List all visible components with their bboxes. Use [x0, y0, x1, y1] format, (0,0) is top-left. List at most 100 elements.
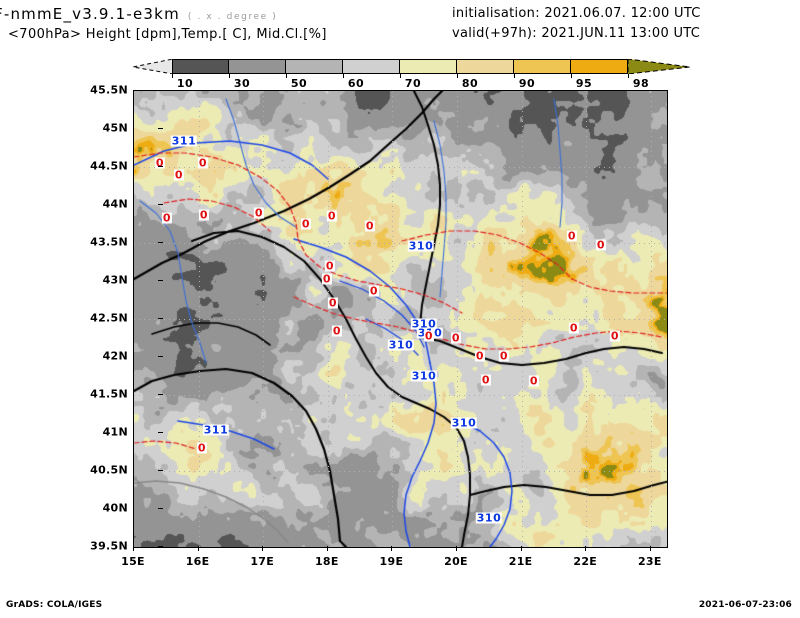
longitude-label: 23E [637, 555, 662, 568]
latitude-tick [158, 128, 163, 129]
latitude-label: 41N [102, 425, 128, 439]
colorbar-over-arrow [627, 58, 691, 75]
temperature-contour-label: 0 [368, 284, 380, 298]
height-contour-label: 310 [410, 369, 438, 383]
colorbar-band-2 [286, 59, 343, 74]
colorbar-band-4 [400, 59, 457, 74]
latitude-tick [158, 546, 163, 547]
temperature-contour-label: 0 [423, 329, 435, 343]
height-contour-label: 310 [450, 416, 478, 430]
contour-label-layer: 3110000000003100000000310310310000000310… [134, 91, 667, 547]
colorbar-tick-label: 10 [176, 77, 194, 90]
longitude-label: 16E [185, 555, 210, 568]
temperature-contour-label: 0 [480, 373, 492, 387]
temperature-contour-label: 0 [498, 349, 510, 363]
longitude-tick [520, 546, 522, 551]
longitude-label: 22E [573, 555, 598, 568]
colorbar-tick-label: 70 [404, 77, 422, 90]
field-description: <700hPa> Height [dpm],Temp.[ C], Mid.Cl.… [8, 27, 327, 42]
colorbar-tick [628, 74, 629, 78]
temperature-contour-label: 0 [364, 219, 376, 233]
temperature-contour-label: 0 [331, 324, 343, 338]
temperature-contour-label: 0 [300, 217, 312, 231]
temperature-contour-label: 0 [196, 441, 208, 455]
latitude-label: 44.5N [90, 159, 128, 173]
longitude-tick [262, 546, 264, 551]
colorbar-tick [400, 74, 401, 78]
colorbar-band-1 [229, 59, 286, 74]
header-left-block: F-nmmE_v3.9.1-e3km ( . x . degree ) <700h… [0, 4, 414, 42]
temperature-contour-label: 0 [450, 331, 462, 345]
latitude-label: 45N [102, 121, 128, 135]
temperature-contour-label: 0 [474, 349, 486, 363]
temperature-contour-label: 0 [327, 296, 339, 310]
initialisation-time: initialisation: 2021.06.07. 12:00 UTC [452, 6, 701, 21]
latitude-tick [158, 242, 163, 243]
colorbar-tick-label: 80 [461, 77, 479, 90]
latitude-label: 40N [102, 501, 128, 515]
longitude-label: 18E [314, 555, 339, 568]
temperature-contour-label: 0 [528, 374, 540, 388]
latitude-tick [158, 470, 163, 471]
latitude-label: 39.5N [90, 539, 128, 553]
colorbar-band-3 [343, 59, 400, 74]
latitude-label: 42N [102, 349, 128, 363]
longitude-tick [197, 546, 199, 551]
latitude-tick [158, 204, 163, 205]
longitude-tick [133, 546, 134, 551]
temperature-contour-label: 0 [198, 208, 210, 222]
latitude-tick [158, 356, 163, 357]
height-contour-label: 310 [387, 338, 415, 352]
longitude-tick [456, 546, 458, 551]
colorbar-band-0 [172, 59, 229, 74]
colorbar-band-6 [514, 59, 571, 74]
valid-time: valid(+97h): 2021.JUN.11 13:00 UTC [452, 26, 701, 41]
model-resolution: ( . x . degree ) [187, 12, 278, 22]
colorbar-under-arrow [132, 58, 174, 75]
colorbar-tick [229, 74, 230, 78]
colorbar: 10 30 50 60 70 80 90 95 98 [132, 57, 691, 90]
temperature-contour-label: 0 [173, 168, 185, 182]
latitude-tick [158, 318, 163, 319]
colorbar-tick [286, 74, 287, 78]
height-contour-label: 311 [202, 423, 230, 437]
colorbar-tick [457, 74, 458, 78]
colorbar-tick-label: 50 [290, 77, 308, 90]
model-title-row: F-nmmE_v3.9.1-e3km ( . x . degree ) [0, 4, 414, 23]
colorbar-tick-label: 60 [347, 77, 365, 90]
height-contour-label: 311 [170, 134, 198, 148]
colorbar-tick [172, 74, 173, 78]
map-plot-area[interactable]: 3110000000003100000000310310310000000310… [133, 90, 668, 548]
latitude-label: 43N [102, 273, 128, 287]
longitude-label: 19E [379, 555, 404, 568]
colorbar-bands [172, 59, 628, 74]
height-contour-label: 310 [407, 239, 435, 253]
latitude-tick [158, 166, 163, 167]
temperature-contour-label: 0 [324, 259, 336, 273]
temperature-contour-label: 0 [197, 156, 209, 170]
temperature-contour-label: 0 [568, 321, 580, 335]
latitude-tick [158, 394, 163, 395]
latitude-label: 45.5N [90, 83, 128, 97]
height-contour-label: 310 [475, 511, 503, 525]
header-right-block: initialisation: 2021.06.07. 12:00 UTC va… [452, 6, 792, 46]
colorbar-band-5 [457, 59, 514, 74]
longitude-label: 20E [444, 555, 468, 568]
temperature-contour-label: 0 [253, 206, 265, 220]
latitude-tick [158, 508, 163, 509]
latitude-tick [158, 432, 163, 433]
colorbar-tick [571, 74, 572, 78]
height-contour-label: 310 [410, 317, 438, 331]
longitude-tick [326, 546, 328, 551]
latitude-label: 41.5N [90, 387, 128, 401]
colorbar-tick-label: 95 [575, 77, 593, 90]
latitude-axis: 45.5N 45N 44.5N 44N 43.5N 43N 42.5N 42N 41.5N 41N… [30, 84, 163, 553]
latitude-label: 43.5N [90, 235, 128, 249]
temperature-contour-label: 0 [321, 272, 333, 286]
temperature-contour-label: 0 [326, 209, 338, 223]
longitude-tick [391, 546, 393, 551]
temperature-contour-label: 0 [161, 211, 173, 225]
longitude-tick [585, 546, 587, 551]
model-title: F-nmmE_v3.9.1-e3km [0, 5, 180, 23]
latitude-label: 44N [102, 197, 128, 211]
